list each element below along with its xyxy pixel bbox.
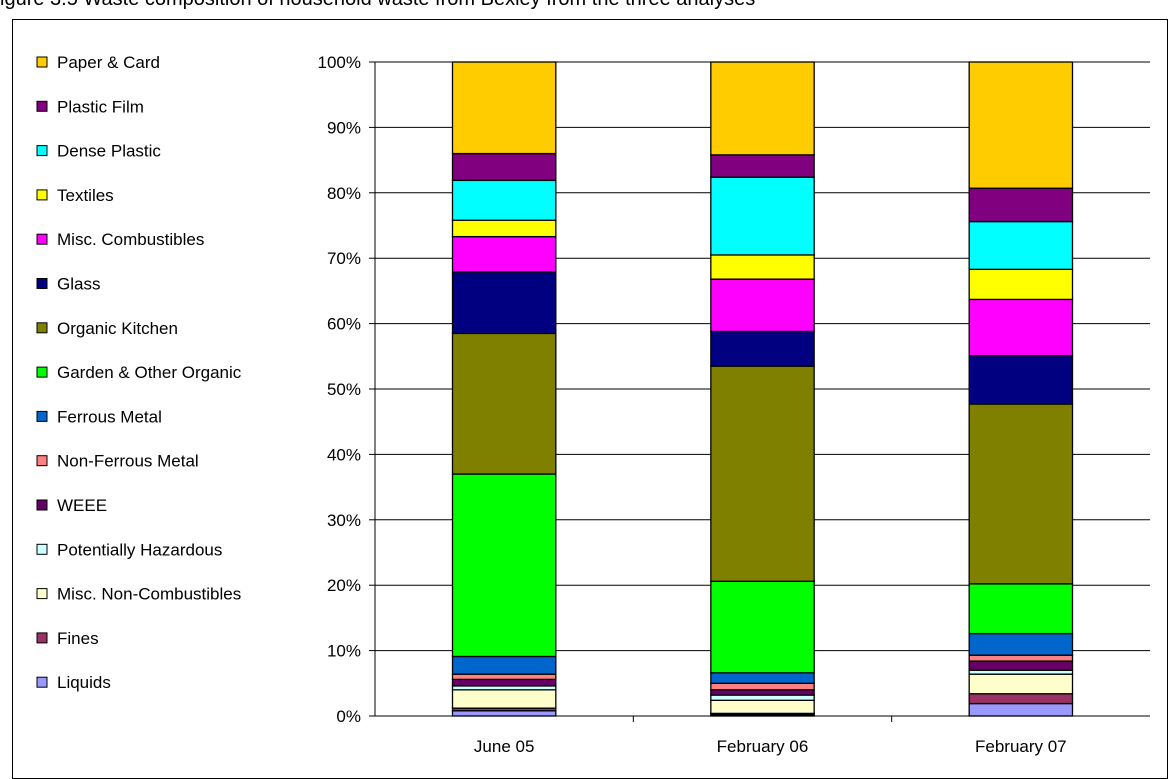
bar-segment-paper-card: [968, 61, 1074, 189]
y-tick-label: 50%: [327, 380, 361, 399]
bar-segment-weee: [968, 660, 1074, 671]
bar-segment-non-ferrous-metal: [968, 654, 1074, 662]
bar-segment-non-ferrous-metal: [451, 673, 557, 681]
bar-segment-non-ferrous-metal: [710, 682, 815, 691]
figure-caption: igure 3.5 Waste composition of household…: [0, 0, 755, 11]
legend-swatch: [36, 632, 48, 644]
y-tick-label: 30%: [327, 511, 361, 530]
y-tick-label: 100%: [318, 53, 361, 72]
legend-swatch: [36, 676, 48, 688]
bar-segment-misc-non-combustibles: [710, 699, 815, 715]
bar-segment-ferrous-metal: [968, 632, 1074, 656]
bar-segment-textiles: [451, 219, 557, 238]
bar-segment-organic-kitchen: [451, 332, 557, 475]
bar-segment-misc-non-combustibles: [968, 673, 1074, 695]
chart: 0% 10% 20% 30% 40% 50% 60% 70% 80% 90% 100% June 0…: [36, 53, 1150, 756]
bar-segment-misc-combustibles: [968, 298, 1074, 357]
bar-segment-dense-plastic: [968, 220, 1074, 270]
bar-segment-garden-other-organic: [968, 583, 1074, 635]
bar-segment-ferrous-metal: [451, 655, 557, 675]
bar-segment-garden-other-organic: [710, 580, 815, 674]
bar-segment-glass: [968, 354, 1074, 405]
x-tick-label: February 06: [717, 737, 809, 756]
x-axis-tick-labels: June 05 February 06 February 07: [474, 737, 1067, 756]
bar-segment-organic-kitchen: [710, 365, 815, 582]
bar-segment-misc-combustibles: [710, 278, 815, 333]
bar-segment-textiles: [968, 268, 1074, 301]
bar-segment-glass: [710, 330, 815, 367]
legend-swatch: [36, 233, 48, 245]
legend-label: Misc. Combustibles: [57, 230, 204, 249]
legend-label: Fines: [57, 629, 99, 648]
legend-swatch: [36, 499, 48, 511]
y-tick-label: 80%: [327, 184, 361, 203]
bar-segment-misc-combustibles: [451, 235, 557, 273]
legend-label: Glass: [57, 275, 100, 294]
legend-swatch: [36, 56, 48, 68]
stacked-bars: [451, 61, 1074, 717]
legend-swatch: [36, 100, 48, 112]
legend-label: Potentially Hazardous: [57, 540, 222, 559]
legend-swatch: [36, 278, 48, 289]
bar-segment-plastic-film: [968, 187, 1074, 223]
legend-swatch: [36, 366, 48, 378]
y-tick-label: 10%: [327, 642, 361, 661]
bar-segment-glass: [451, 271, 557, 335]
x-tick-label: February 07: [975, 737, 1067, 756]
bar-segment-liquids: [968, 702, 1074, 717]
bar-segment-plastic-film: [710, 154, 815, 178]
legend-label: Organic Kitchen: [57, 319, 178, 338]
legend-swatch: [36, 588, 48, 600]
legend-label: Non-Ferrous Metal: [57, 452, 199, 471]
legend-label: Plastic Film: [57, 97, 144, 116]
y-tick-label: 20%: [327, 576, 361, 595]
bar-segment-organic-kitchen: [968, 403, 1074, 585]
x-tick-label: June 05: [474, 737, 535, 756]
legend-swatch: [36, 322, 48, 334]
y-tick-label: 0%: [336, 707, 361, 726]
bar-segment-plastic-film: [451, 152, 557, 182]
bar-segment-misc-non-combustibles: [451, 689, 557, 709]
bar-segment-potentially-hazardous: [710, 694, 815, 701]
legend-label: Textiles: [57, 186, 114, 205]
y-tick-label: 90%: [327, 118, 361, 137]
bar-segment-weee: [710, 689, 815, 696]
bar-segment-dense-plastic: [710, 176, 815, 256]
y-tick-label: 70%: [327, 249, 361, 268]
legend-label: Paper & Card: [57, 53, 160, 72]
bar-segment-fines: [968, 693, 1074, 705]
legend-label: Misc. Non-Combustibles: [57, 585, 241, 604]
legend-swatch: [36, 543, 48, 555]
bar-segment-weee: [451, 678, 557, 687]
legend-swatch: [36, 410, 48, 422]
legend-swatch: [36, 455, 48, 467]
bar-segment-dense-plastic: [451, 179, 557, 221]
legend-swatch: [36, 189, 48, 201]
bar-segment-garden-other-organic: [451, 473, 557, 658]
y-tick-label: 60%: [327, 315, 361, 334]
bar-segment-liquids: [451, 710, 557, 717]
y-axis-tick-labels: 0% 10% 20% 30% 40% 50% 60% 70% 80% 90% 100%: [318, 53, 361, 726]
axes: [369, 61, 1150, 722]
legend-label: Garden & Other Organic: [57, 363, 242, 382]
legend-label: WEEE: [57, 496, 107, 515]
bar-segment-textiles: [710, 254, 815, 280]
bar-segment-paper-card: [451, 61, 557, 155]
legend-label: Dense Plastic: [57, 142, 161, 161]
y-tick-label: 40%: [327, 445, 361, 464]
bar-segment-paper-card: [710, 61, 815, 156]
legend-label: Liquids: [57, 673, 111, 692]
bar-segment-ferrous-metal: [710, 672, 815, 684]
legend-swatch: [36, 145, 48, 157]
legend-label: Ferrous Metal: [57, 407, 162, 426]
legend: Paper & Card Plastic Film Dense Plastic Tex…: [36, 53, 242, 692]
